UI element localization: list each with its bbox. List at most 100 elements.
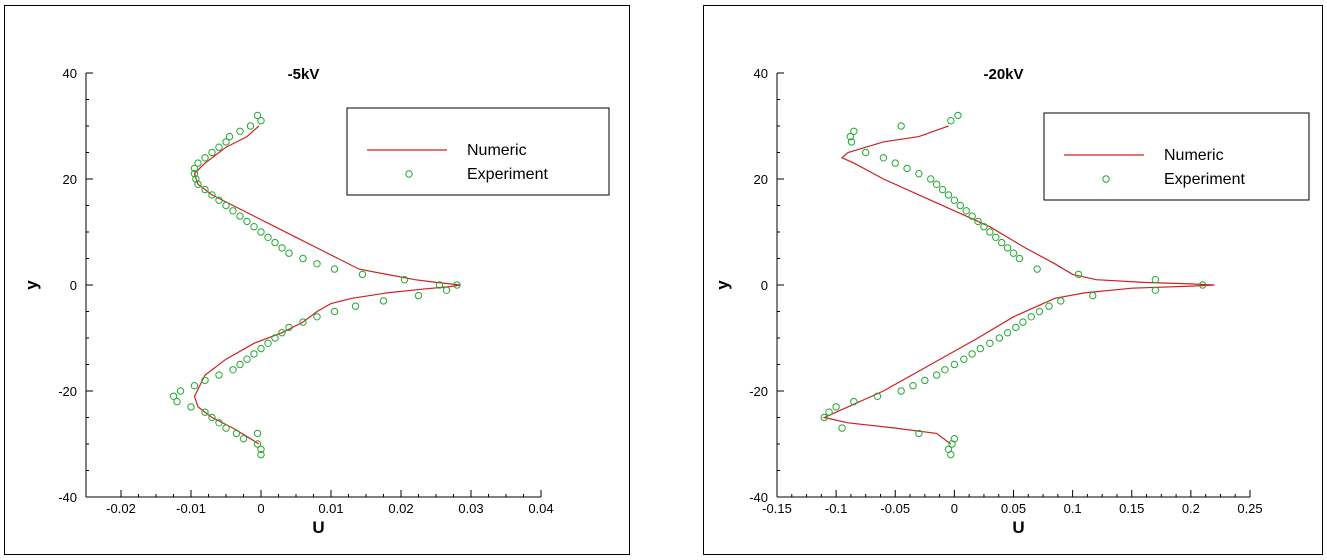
- chart-panel-right: [703, 5, 1323, 555]
- data-point-experiment: [944, 191, 953, 199]
- data-point-experiment: [257, 344, 265, 353]
- y-tick-label: -40: [749, 490, 768, 505]
- data-point-experiment: [948, 440, 956, 448]
- data-point-experiment: [190, 382, 199, 390]
- data-point-experiment: [194, 180, 202, 189]
- x-tick-label: 0.05: [1001, 501, 1026, 516]
- data-point-experiment: [278, 244, 286, 252]
- chart-title: -5kV: [288, 66, 320, 83]
- chart-left: -0.02 -0.01 0 0.01 0.02 0.03 0.04 -40 -20 0 20 40 -5…: [22, 66, 610, 537]
- x-tick-label: 0.03: [458, 501, 483, 516]
- data-point-experiment: [976, 344, 985, 353]
- data-point-experiment: [190, 164, 199, 173]
- data-point-experiment: [313, 313, 321, 321]
- y-tick-label: 40: [754, 66, 768, 81]
- data-point-experiment: [1035, 307, 1044, 316]
- data-point-experiment: [986, 339, 994, 347]
- x-tick-label: 0.1: [1064, 501, 1082, 516]
- x-tick-label: -0.02: [106, 501, 136, 516]
- data-point-experiment: [253, 429, 262, 438]
- data-point-experiment: [264, 233, 272, 242]
- data-point-experiment: [208, 413, 216, 422]
- y-tick-label: -40: [58, 490, 77, 505]
- data-point-experiment: [950, 360, 959, 369]
- series-line-numeric: [822, 125, 1215, 445]
- data-point-experiment: [980, 223, 988, 231]
- data-point-experiment: [246, 122, 255, 130]
- legend-swatch-experiment: [405, 170, 413, 178]
- data-point-experiment: [995, 334, 1004, 342]
- data-point-experiment: [215, 419, 223, 427]
- data-point-experiment: [956, 201, 964, 210]
- data-point-experiment: [215, 371, 223, 379]
- legend: Numeric Experiment: [346, 107, 610, 196]
- data-point-experiment: [379, 297, 388, 305]
- data-point-experiment: [968, 350, 976, 358]
- legend: Numeric Experiment: [1043, 112, 1310, 201]
- data-point-experiment: [299, 318, 307, 326]
- x-tick-label: -0.1: [825, 501, 847, 516]
- data-point-experiment: [264, 339, 272, 347]
- data-point-experiment: [838, 424, 846, 432]
- chart-title: -20kV: [983, 66, 1023, 83]
- data-point-experiment: [257, 445, 265, 453]
- chart-panel-left: [4, 5, 630, 555]
- data-point-experiment: [222, 138, 230, 146]
- data-point-experiment: [921, 376, 929, 385]
- y-tick-label: -20: [58, 384, 77, 399]
- x-axis-label: U: [312, 518, 324, 537]
- data-point-experiment: [861, 148, 870, 157]
- x-tick-label: 0: [257, 501, 264, 516]
- data-point-experiment: [229, 366, 237, 374]
- data-point-experiment: [968, 212, 976, 220]
- data-point-experiment: [208, 191, 216, 199]
- data-point-experiment: [400, 276, 409, 284]
- data-point-experiment: [243, 355, 251, 363]
- data-point-experiment: [239, 435, 248, 443]
- legend-label-numeric: Numeric: [1164, 147, 1224, 164]
- x-tick-label: 0.01: [318, 501, 343, 516]
- data-point-experiment: [414, 291, 423, 300]
- data-point-experiment: [236, 212, 244, 220]
- data-point-experiment: [897, 387, 905, 395]
- x-tick-label: 0: [951, 501, 958, 516]
- data-point-experiment: [442, 286, 451, 294]
- legend-label-experiment: Experiment: [467, 166, 548, 183]
- data-point-experiment: [194, 159, 202, 167]
- data-point-experiment: [222, 201, 230, 210]
- y-tick-label: 20: [754, 172, 768, 187]
- data-point-experiment: [243, 217, 251, 226]
- data-point-experiment: [215, 196, 223, 204]
- data-point-experiment: [986, 228, 994, 236]
- data-point-experiment: [236, 360, 244, 369]
- data-point-experiment: [1074, 270, 1083, 279]
- y-tick-label: 40: [63, 66, 77, 81]
- x-tick-label: 0.2: [1182, 501, 1200, 516]
- data-point-experiment: [932, 371, 941, 379]
- data-point-experiment: [1003, 329, 1012, 337]
- x-tick-label: 0.15: [1119, 501, 1144, 516]
- data-point-experiment: [909, 382, 917, 390]
- data-point-experiment: [974, 217, 982, 226]
- data-point-experiment: [257, 228, 265, 236]
- data-point-experiment: [285, 323, 293, 332]
- data-point-experiment: [850, 127, 858, 136]
- data-point-experiment: [330, 307, 339, 316]
- x-tick-label: 0.02: [388, 501, 413, 516]
- data-point-experiment: [897, 122, 905, 130]
- data-point-experiment: [271, 334, 279, 342]
- legend-box: [1043, 112, 1310, 201]
- x-tick-label: -0.01: [176, 501, 206, 516]
- x-axis-label: U: [1012, 518, 1024, 537]
- data-point-experiment: [229, 207, 237, 215]
- data-point-experiment: [1199, 281, 1207, 289]
- data-point-experiment: [299, 254, 307, 263]
- legend-label-experiment: Experiment: [1164, 171, 1245, 188]
- data-point-experiment: [1009, 249, 1018, 257]
- data-point-experiment: [947, 117, 955, 125]
- data-point-experiment: [285, 249, 293, 257]
- data-point-experiment: [257, 117, 265, 125]
- data-point-experiment: [232, 429, 241, 438]
- data-point-experiment: [1045, 302, 1053, 310]
